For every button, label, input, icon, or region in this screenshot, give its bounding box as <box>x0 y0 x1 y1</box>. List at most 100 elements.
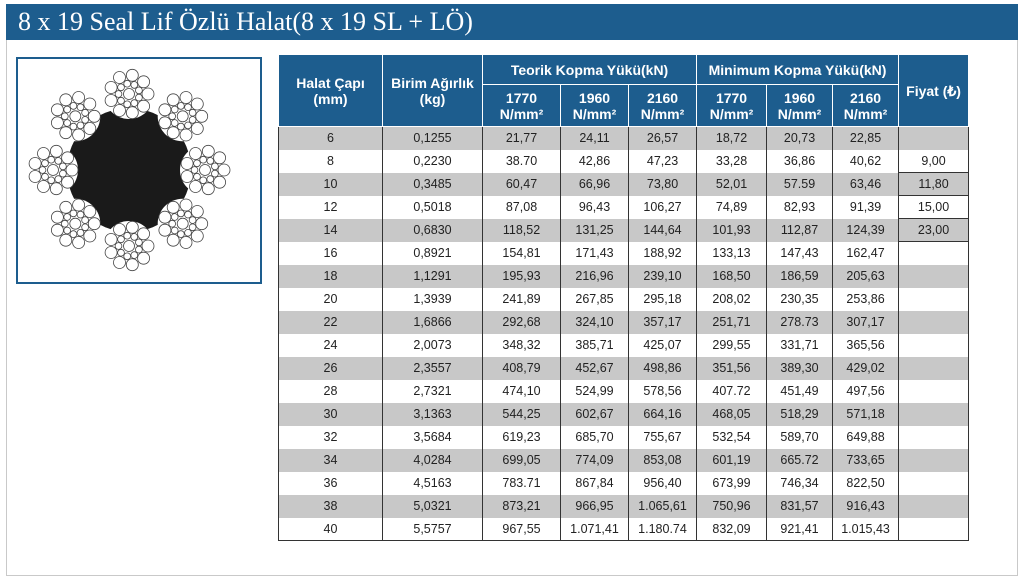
cell-minimum-1770: 33,28 <box>696 149 768 173</box>
cell-theoretical-1960: 1.071,41 <box>560 517 629 541</box>
cell-price: 9,00 <box>898 149 970 173</box>
cell-minimum-1770: 74,89 <box>696 195 768 219</box>
title-bar: 8 x 19 Seal Lif Özlü Halat(8 x 19 SL + L… <box>6 4 1018 40</box>
cell-minimum-2160: 63,46 <box>832 172 900 196</box>
cell-weight: 0,1255 <box>382 126 483 150</box>
cell-minimum-1770: 468,05 <box>696 402 768 426</box>
cell-theoretical-1770: 21,77 <box>482 126 561 150</box>
cell-theoretical-1770: 154,81 <box>482 241 561 265</box>
header-minimum-breaking-load: Minimum Kopma Yükü(kN) <box>696 54 900 85</box>
cell-theoretical-2160: 144,64 <box>627 218 698 242</box>
cell-theoretical-1960: 42,86 <box>560 149 629 173</box>
cell-minimum-1960: 82,93 <box>766 195 834 219</box>
rope-strand <box>157 91 209 142</box>
rope-fiber-core <box>67 108 191 232</box>
cell-weight: 5,5757 <box>382 517 483 541</box>
table-row: 10 0,3485 60,47 66,96 73,80 52,01 57.59 63,46 11… <box>278 172 970 196</box>
cell-diameter: 28 <box>278 379 383 403</box>
cell-minimum-1770: 168,50 <box>696 264 768 288</box>
cell-theoretical-1770: 783.71 <box>482 471 561 495</box>
cell-theoretical-2160: 498,86 <box>627 356 698 380</box>
cell-price <box>898 448 970 472</box>
cell-theoretical-2160: 188,92 <box>627 241 698 265</box>
cell-theoretical-1770: 619,23 <box>482 425 561 449</box>
cell-theoretical-1770: 241,89 <box>482 287 561 311</box>
cell-minimum-1960: 665.72 <box>766 448 834 472</box>
cell-theoretical-1960: 96,43 <box>560 195 629 219</box>
cell-diameter: 16 <box>278 241 383 265</box>
table-row: 40 5,5757 967,55 1.071,41 1.180.74 832,09 921,… <box>278 517 970 541</box>
cell-diameter: 8 <box>278 149 383 173</box>
rope-strand <box>104 220 155 272</box>
cell-theoretical-2160: 106,27 <box>627 195 698 219</box>
cell-theoretical-1960: 966,95 <box>560 494 629 518</box>
cell-minimum-1770: 133,13 <box>696 241 768 265</box>
cell-theoretical-1770: 474,10 <box>482 379 561 403</box>
header-grade-theoretical-1770: 1770 N/mm² <box>482 84 561 127</box>
cell-diameter: 38 <box>278 494 383 518</box>
cell-theoretical-2160: 26,57 <box>627 126 698 150</box>
cell-minimum-1960: 831,57 <box>766 494 834 518</box>
cell-minimum-2160: 571,18 <box>832 402 900 426</box>
cell-weight: 4,5163 <box>382 471 483 495</box>
cell-minimum-1960: 20,73 <box>766 126 834 150</box>
cell-minimum-1770: 832,09 <box>696 517 768 541</box>
cell-minimum-1770: 101,93 <box>696 218 768 242</box>
rope-strand <box>50 198 101 249</box>
rope-cross-section-panel <box>16 57 262 284</box>
cell-diameter: 14 <box>278 218 383 242</box>
cell-weight: 2,3557 <box>382 356 483 380</box>
cell-theoretical-1960: 524,99 <box>560 379 629 403</box>
header-price: Fiyat (₺) <box>898 54 970 127</box>
header-grade-minimum-1960: 1960 N/mm² <box>766 84 834 127</box>
cell-theoretical-1770: 87,08 <box>482 195 561 219</box>
cell-theoretical-1770: 292,68 <box>482 310 561 334</box>
cell-minimum-1960: 589,70 <box>766 425 834 449</box>
cell-minimum-1770: 601,19 <box>696 448 768 472</box>
cell-minimum-2160: 365,56 <box>832 333 900 357</box>
page-title: 8 x 19 Seal Lif Özlü Halat(8 x 19 SL + L… <box>18 7 473 36</box>
cell-theoretical-1960: 385,71 <box>560 333 629 357</box>
cell-diameter: 22 <box>278 310 383 334</box>
cell-weight: 0,6830 <box>382 218 483 242</box>
table-row: 36 4,5163 783.71 867,84 956,40 673,99 746,34 82… <box>278 471 970 495</box>
cell-diameter: 24 <box>278 333 383 357</box>
cell-price <box>898 264 970 288</box>
cell-minimum-1770: 532,54 <box>696 425 768 449</box>
table-row: 32 3,5684 619,23 685,70 755,67 532,54 589,70 64… <box>278 425 970 449</box>
cell-theoretical-1960: 66,96 <box>560 172 629 196</box>
cell-theoretical-1960: 324,10 <box>560 310 629 334</box>
cell-weight: 2,7321 <box>382 379 483 403</box>
cell-theoretical-2160: 1.180.74 <box>627 517 698 541</box>
cell-minimum-1960: 147,43 <box>766 241 834 265</box>
cell-minimum-1770: 208,02 <box>696 287 768 311</box>
cell-price <box>898 494 970 518</box>
table-row: 12 0,5018 87,08 96,43 106,27 74,89 82,93 91,39 1… <box>278 195 970 219</box>
cell-diameter: 6 <box>278 126 383 150</box>
table-row: 30 3,1363 544,25 602,67 664,16 468,05 518,29 57… <box>278 402 970 426</box>
rope-cross-section-image <box>28 68 231 272</box>
cell-minimum-1960: 746,34 <box>766 471 834 495</box>
table-row: 16 0,8921 154,81 171,43 188,92 133,13 147,43 16… <box>278 241 970 265</box>
cell-minimum-1770: 52,01 <box>696 172 768 196</box>
cell-weight: 1,1291 <box>382 264 483 288</box>
cell-price: 23,00 <box>898 218 970 242</box>
rope-strand <box>28 144 79 196</box>
cell-price <box>898 356 970 380</box>
cell-weight: 0,3485 <box>382 172 483 196</box>
header-grade-theoretical-2160: 2160 N/mm² <box>627 84 698 127</box>
cell-theoretical-1960: 867,84 <box>560 471 629 495</box>
cell-weight: 3,1363 <box>382 402 483 426</box>
cell-theoretical-1960: 171,43 <box>560 241 629 265</box>
cell-diameter: 40 <box>278 517 383 541</box>
cell-price <box>898 379 970 403</box>
cell-diameter: 12 <box>278 195 383 219</box>
cell-weight: 5,0321 <box>382 494 483 518</box>
table-row: 38 5,0321 873,21 966,95 1.065,61 750,96 831,57… <box>278 494 970 518</box>
cell-minimum-1960: 451,49 <box>766 379 834 403</box>
table-row: 20 1,3939 241,89 267,85 295,18 208,02 230,35 25… <box>278 287 970 311</box>
table-row: 24 2,0073 348,32 385,71 425,07 299,55 331,71 36… <box>278 333 970 357</box>
table-row: 8 0,2230 38.70 42,86 47,23 33,28 36,86 40,62 9,0… <box>278 149 970 173</box>
cell-theoretical-1770: 60,47 <box>482 172 561 196</box>
cell-price <box>898 402 970 426</box>
